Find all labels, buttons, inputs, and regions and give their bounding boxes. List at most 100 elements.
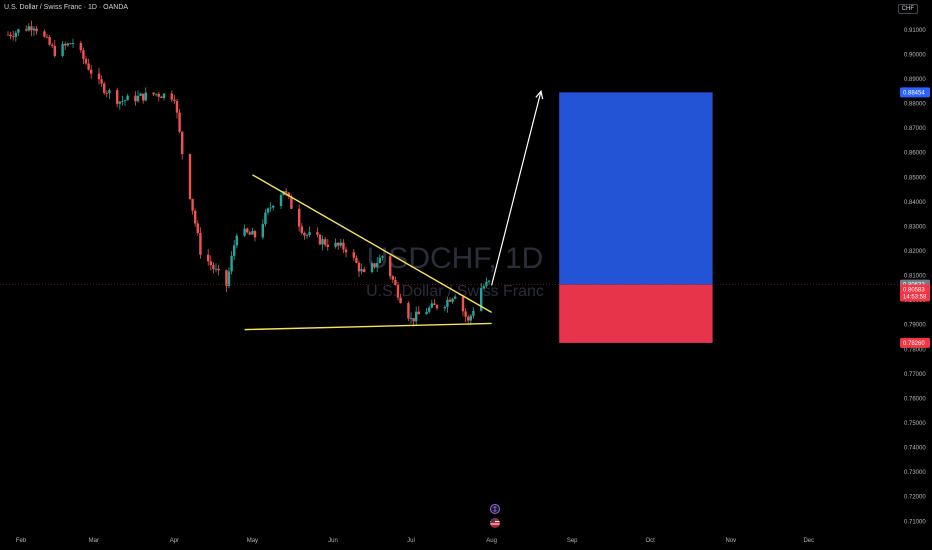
x-tick-label: Aug bbox=[486, 538, 497, 544]
projection-arrow-head bbox=[535, 89, 544, 100]
candle-body bbox=[191, 198, 194, 211]
last-price-tag bbox=[900, 284, 930, 302]
candle-body bbox=[230, 255, 233, 272]
target-price-tag bbox=[900, 87, 930, 98]
candle-body bbox=[188, 154, 192, 199]
candle-body bbox=[235, 235, 238, 246]
candle-body bbox=[342, 242, 345, 250]
x-tick-label: Sep bbox=[567, 538, 578, 544]
candle-body bbox=[209, 261, 212, 266]
candle-body bbox=[136, 95, 140, 102]
y-tick-label: 0.71000 bbox=[904, 519, 926, 525]
candle-body bbox=[412, 318, 415, 322]
candle-body bbox=[261, 224, 264, 238]
candle-body bbox=[381, 256, 384, 258]
candle-body bbox=[391, 276, 394, 280]
candle-body bbox=[446, 299, 449, 307]
candle-body bbox=[30, 26, 33, 31]
candle-body bbox=[409, 318, 413, 319]
candle-body bbox=[178, 112, 181, 132]
candle-body bbox=[290, 196, 293, 209]
y-tick-label: 0.81000 bbox=[904, 274, 926, 280]
stop-zone bbox=[559, 284, 713, 343]
candle-body bbox=[6, 34, 10, 36]
candle-body bbox=[464, 311, 467, 317]
candle-body bbox=[157, 93, 160, 97]
x-tick-label: Apr bbox=[170, 538, 179, 544]
candle-body bbox=[27, 26, 30, 31]
candle-body bbox=[152, 92, 155, 95]
candle-body bbox=[433, 303, 436, 306]
candle-body bbox=[360, 269, 363, 272]
candle-body bbox=[69, 43, 72, 45]
candle-body bbox=[394, 279, 397, 286]
candle-body bbox=[51, 44, 54, 46]
candle-body bbox=[461, 296, 465, 312]
y-tick-label: 0.86000 bbox=[904, 151, 926, 157]
candle-body bbox=[212, 265, 215, 270]
candle-body bbox=[118, 101, 121, 104]
us-flag-icon[interactable] bbox=[490, 518, 500, 528]
candle-body bbox=[217, 268, 220, 271]
y-tick-label: 0.73000 bbox=[904, 470, 926, 476]
candle-body bbox=[279, 195, 283, 206]
y-tick-label: 0.84000 bbox=[904, 200, 926, 206]
candle-body bbox=[430, 303, 433, 308]
event-markers[interactable] bbox=[487, 502, 503, 530]
candle-body bbox=[194, 210, 197, 224]
y-tick-label: 0.74000 bbox=[904, 446, 926, 452]
candle-body bbox=[389, 256, 392, 277]
candles bbox=[6, 20, 491, 327]
candle-body bbox=[170, 93, 173, 100]
candle-body bbox=[160, 96, 163, 98]
y-tick-label: 0.82000 bbox=[904, 249, 926, 255]
candle-body bbox=[97, 73, 101, 80]
x-axis: Feb Mar Apr May Jun Jul Aug Sep Oct Nov Dec bbox=[16, 538, 814, 544]
y-axis: 0.91000 0.90000 0.89000 0.88000 0.87000 0.860… bbox=[904, 28, 926, 525]
candle-body bbox=[357, 262, 361, 272]
candle-body bbox=[337, 242, 340, 246]
candle-body bbox=[352, 252, 355, 258]
last-price-label: 0.80583 bbox=[903, 287, 925, 293]
dividend-icon[interactable] bbox=[490, 504, 500, 514]
candle-body bbox=[376, 263, 379, 267]
candle-body bbox=[485, 281, 488, 287]
candle-body bbox=[199, 232, 202, 255]
candle-body bbox=[407, 303, 410, 319]
descending-trendline bbox=[252, 174, 492, 314]
x-tick-label: May bbox=[247, 538, 258, 544]
candle-body bbox=[324, 239, 327, 245]
candle-body bbox=[12, 36, 15, 38]
candle-body bbox=[25, 29, 28, 31]
candle-body bbox=[227, 271, 231, 286]
currency-badge[interactable]: CHF bbox=[897, 4, 918, 14]
candle-body bbox=[66, 43, 69, 46]
countdown-label: 14:53:58 bbox=[903, 294, 927, 300]
candle-body bbox=[487, 280, 491, 282]
candle-body bbox=[246, 228, 249, 233]
candle-body bbox=[71, 42, 75, 44]
candle-body bbox=[425, 311, 428, 315]
candle-body bbox=[428, 307, 431, 312]
candle-body bbox=[396, 285, 400, 298]
candle-body bbox=[467, 316, 470, 321]
y-tick-label: 0.78000 bbox=[904, 347, 926, 353]
y-tick-label: 0.75000 bbox=[904, 421, 926, 427]
candle-body bbox=[139, 93, 142, 96]
candle-body bbox=[472, 310, 475, 316]
x-tick-label: Oct bbox=[646, 538, 656, 544]
candle-body bbox=[287, 192, 290, 197]
candle-body bbox=[399, 297, 402, 304]
candle-body bbox=[103, 83, 106, 93]
candle-body bbox=[454, 296, 457, 299]
candle-body bbox=[175, 100, 179, 113]
candle-body bbox=[48, 37, 51, 45]
candle-body bbox=[214, 268, 218, 270]
y-tick-label: 0.76000 bbox=[904, 396, 926, 402]
candle-body bbox=[144, 92, 147, 101]
y-tick-label: 0.77000 bbox=[904, 372, 926, 378]
candle-body bbox=[248, 232, 251, 235]
chart-title: U.S. Dollar / Swiss Franc · 1D · OANDA bbox=[4, 4, 129, 11]
candle-body bbox=[285, 191, 288, 193]
